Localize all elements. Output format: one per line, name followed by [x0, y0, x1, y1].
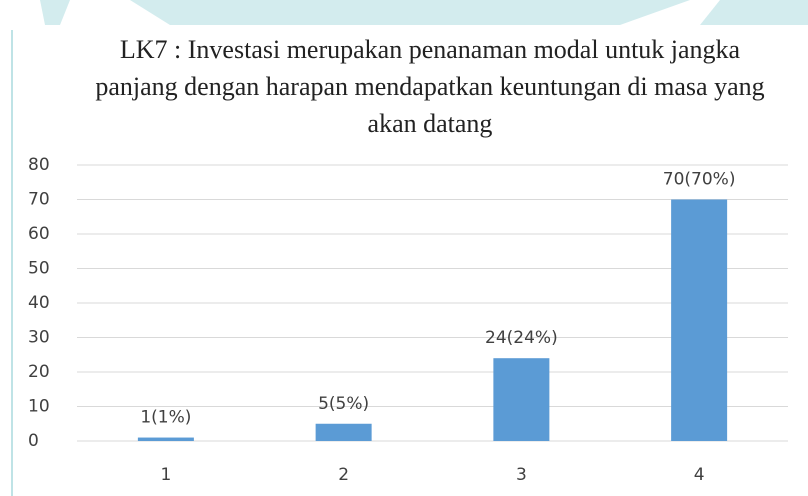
value-label: 5(5%) — [318, 394, 369, 414]
y-tick-label: 30 — [28, 328, 50, 348]
bar — [315, 423, 372, 441]
y-tick-label: 20 — [28, 362, 50, 382]
decoration — [700, 0, 808, 25]
x-tick-label: 1 — [160, 465, 171, 485]
y-tick-label: 50 — [28, 259, 50, 279]
bar — [671, 199, 728, 441]
x-tick-label: 4 — [694, 465, 705, 485]
y-tick-label: 40 — [28, 293, 50, 313]
bar — [137, 437, 194, 441]
chart-title: LK7 : Investasi merupakan penanaman moda… — [95, 35, 765, 138]
value-label: 1(1%) — [140, 408, 191, 428]
value-label: 24(24%) — [485, 328, 558, 348]
bar — [493, 358, 550, 441]
x-tick-label: 3 — [516, 465, 527, 485]
y-tick-label: 80 — [28, 155, 50, 175]
y-tick-label: 70 — [28, 190, 50, 210]
y-tick-label: 10 — [28, 397, 50, 417]
value-label: 70(70%) — [663, 170, 736, 190]
y-tick-label: 60 — [28, 224, 50, 244]
y-tick-label: 0 — [28, 431, 39, 451]
x-tick-label: 2 — [338, 465, 349, 485]
decoration — [40, 0, 70, 25]
decoration — [130, 0, 690, 25]
